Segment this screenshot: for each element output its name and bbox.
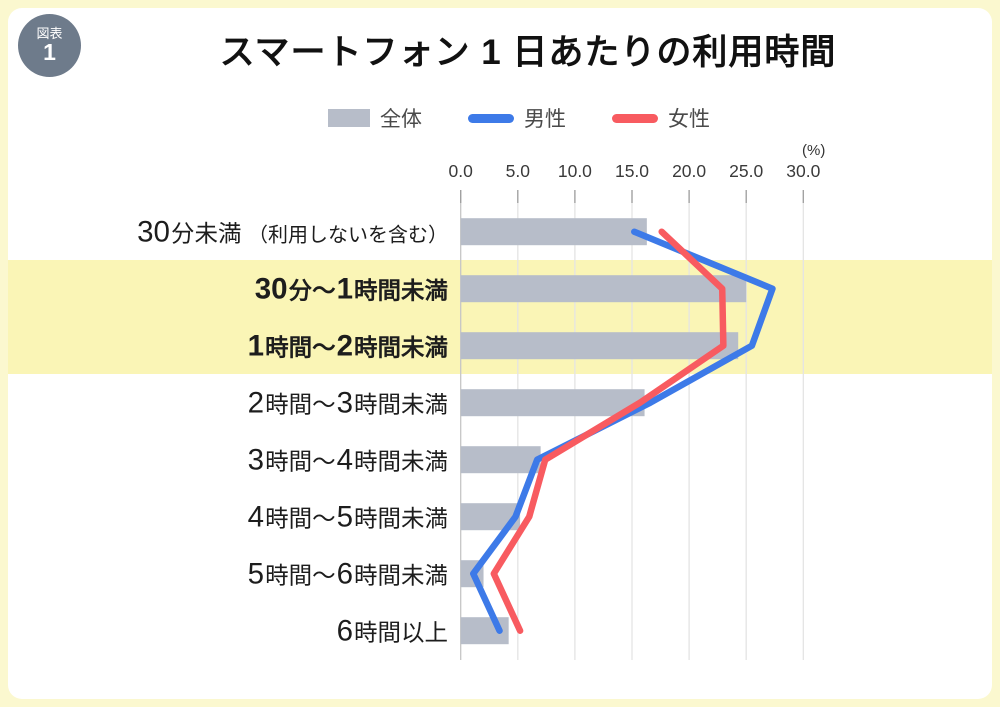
category-label: 5時間～6時間未満: [247, 557, 448, 591]
category-label: 30分～1時間未満: [254, 272, 448, 306]
line-女性: [490, 228, 727, 634]
bar-全体: [460, 332, 739, 360]
female-line-swatch: [612, 113, 658, 123]
page-title: スマートフォン 1 日あたりの利用時間: [219, 33, 837, 72]
x-tick-label: 20.0: [672, 161, 707, 181]
category-label: 3時間～4時間未満: [247, 443, 448, 477]
badge-label: 図表: [36, 25, 63, 41]
category-label: 4時間～5時間未満: [247, 500, 448, 534]
x-tick-label: 15.0: [614, 161, 650, 181]
x-tick-label: 10.0: [557, 161, 592, 181]
axis-unit-label: (%): [802, 142, 826, 159]
x-tick-label: 5.0: [505, 161, 530, 181]
bar-全体: [460, 389, 645, 417]
legend: 全体 男性 女性: [0, 103, 1000, 133]
legend-item-male: 男性: [468, 103, 566, 133]
legend-label-male: 男性: [524, 108, 566, 131]
overall-bar-swatch: [328, 109, 370, 127]
category-label: 6時間以上: [336, 614, 448, 648]
x-tick-label: 0.0: [448, 161, 473, 181]
category-label: 1時間～2時間未満: [247, 329, 448, 363]
male-line-swatch: [468, 113, 514, 123]
legend-label-overall: 全体: [380, 108, 422, 131]
legend-item-overall: 全体: [328, 103, 422, 133]
bar-全体: [460, 446, 541, 474]
bar-全体: [460, 275, 747, 303]
x-tick-label: 25.0: [729, 161, 764, 181]
figure-badge: 図表 1: [18, 14, 81, 77]
bar-全体: [460, 218, 647, 246]
x-tick-label: 30.0: [786, 161, 821, 181]
legend-label-female: 女性: [668, 108, 710, 131]
legend-item-female: 女性: [612, 103, 710, 133]
category-label: 2時間～3時間未満: [247, 386, 448, 420]
badge-number: 1: [43, 39, 56, 66]
category-label: 30分未満 （利用しないを含む）: [137, 215, 448, 249]
